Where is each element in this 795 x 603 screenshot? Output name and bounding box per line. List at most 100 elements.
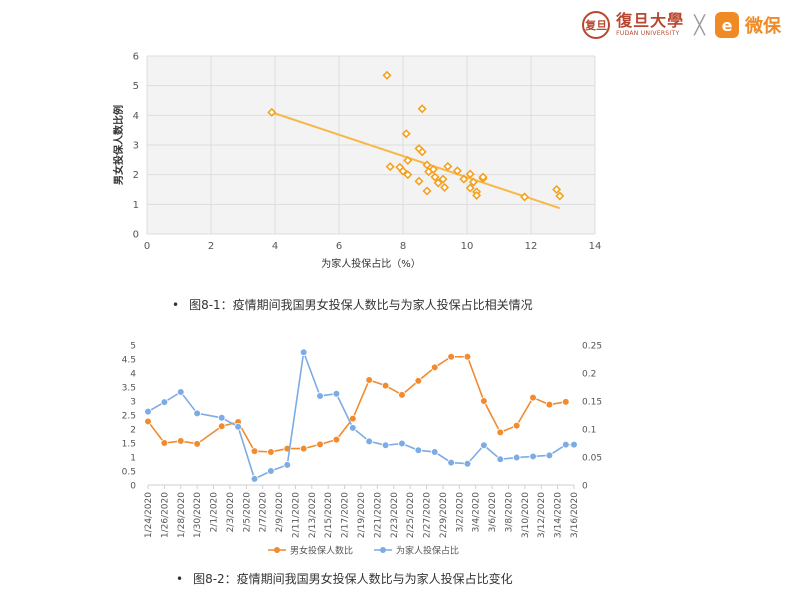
x-tick-label: 3/12/2020 [537,492,547,538]
series-1-point [512,421,521,430]
series-2-point [267,467,275,475]
series-1-point [316,440,324,449]
series-2-point [570,440,578,449]
y-tick-label: 1 [133,200,139,211]
x-tick-label: 2/23/2020 [390,492,400,538]
x-tick-label: 2/25/2020 [406,492,416,538]
x-tick-label: 1/30/2020 [193,492,203,538]
series-1-point [365,376,373,384]
series-2-point [529,452,537,461]
series-1-point [414,377,423,385]
x-tick-label: 14 [589,241,602,252]
series-1-point [447,352,455,361]
series-1-point [430,363,439,372]
scatter-point [452,166,462,176]
x-tick-label: 2/13/2020 [308,492,318,538]
x-tick-label: 1/24/2020 [144,492,154,538]
right-y-tick-label: 0.25 [582,342,602,352]
x-tick-label: 12 [525,241,538,252]
x-tick-label: 0 [144,241,150,252]
series-2-point [316,392,324,400]
series-1-point [381,381,390,390]
header-logos: 复旦 復旦大學 FUDAN UNIVERSITY ╳ e 微保 [582,8,781,42]
caption-bullet: • [176,572,184,586]
scatter-point [438,174,448,184]
x-tick-label: 2/27/2020 [423,492,433,538]
y-tick-label: 6 [133,52,139,63]
y-tick-label: 2 [133,170,139,181]
x-axis-label: 为家人投保占比（%） [321,257,421,270]
left-y-tick-label: 3.5 [122,384,136,394]
scatter-point [472,190,482,200]
x-tick-label: 10 [461,241,474,252]
series-2-point [365,437,373,446]
series-1-point [217,422,226,431]
scatter-point [398,166,408,176]
scatter-point [433,178,443,188]
scatter-point [401,129,411,139]
x-tick-label: 2/15/2020 [324,492,334,538]
x-tick-label: 2/29/2020 [439,492,449,538]
series-1-point [496,428,505,437]
x-tick-label: 1/26/2020 [160,492,170,538]
scatter-point [382,70,392,80]
x-tick-label: 3/8/2020 [504,492,514,533]
fudan-seal-icon: 复旦 [582,11,611,39]
series-2-point [447,458,455,467]
series-2-point [332,389,341,398]
series-2-point [381,441,390,450]
scatter-point [520,192,530,202]
series-2-point [176,388,185,396]
cross-icon: ╳ [694,14,705,36]
y-tick-label: 0 [133,230,139,241]
series-2-point [430,448,439,456]
series-2-point [250,475,259,483]
x-tick-label: 2/21/2020 [373,492,383,538]
series-1-point [332,435,341,444]
scatter-point [465,183,475,193]
series-1-point [193,440,201,448]
series-2-point [512,453,521,462]
scatter-point [403,170,413,180]
scatter-point [555,191,565,201]
weibao-logo-icon: e [715,12,739,38]
y-tick-label: 5 [133,81,139,92]
right-y-tick-label: 0 [582,482,588,492]
right-y-tick-label: 0.05 [582,454,602,464]
x-tick-label: 8 [400,241,406,252]
fudan-name: 復旦大學 [616,11,685,30]
series-2-point [283,461,292,469]
scatter-point [468,177,478,187]
series-2-point [496,455,505,464]
series-2-point [463,459,472,468]
x-tick-label: 2/3/2020 [226,492,236,533]
x-tick-label: 6 [336,241,342,252]
series-2-point [144,407,152,416]
x-tick-label: 3/4/2020 [472,492,482,533]
series-1-point [144,417,152,426]
series-2-point [545,451,554,460]
series-1-point [176,437,185,445]
left-y-tick-label: 2 [130,426,136,436]
series-1-point [480,397,488,405]
series-1-point [349,414,357,423]
left-y-tick-label: 1 [130,454,136,464]
figure-1-caption: • 图8-1：疫情期间我国男女投保人数比与为家人投保占比相关情况 [172,296,533,313]
x-tick-label: 2/5/2020 [242,492,252,533]
series-2-point [414,446,423,455]
series-2-point [234,422,242,431]
series-1-point [463,352,472,361]
scatter-point [459,174,469,184]
y-axis-label: 男女投保人数比例 [112,105,125,185]
x-tick-label: 3/6/2020 [488,492,498,533]
scatter-point [417,147,427,157]
y-tick-label: 4 [133,111,139,122]
scatter-point [403,155,413,165]
left-y-tick-label: 5 [130,342,136,352]
left-y-tick-label: 1.5 [122,440,136,450]
x-tick-label: 2/1/2020 [210,492,220,533]
scatter-point [428,164,438,174]
trendline [271,111,561,210]
